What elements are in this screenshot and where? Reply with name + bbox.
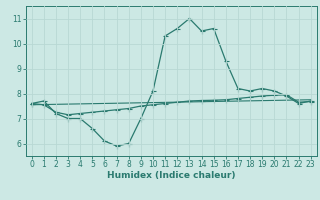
X-axis label: Humidex (Indice chaleur): Humidex (Indice chaleur) [107, 171, 236, 180]
